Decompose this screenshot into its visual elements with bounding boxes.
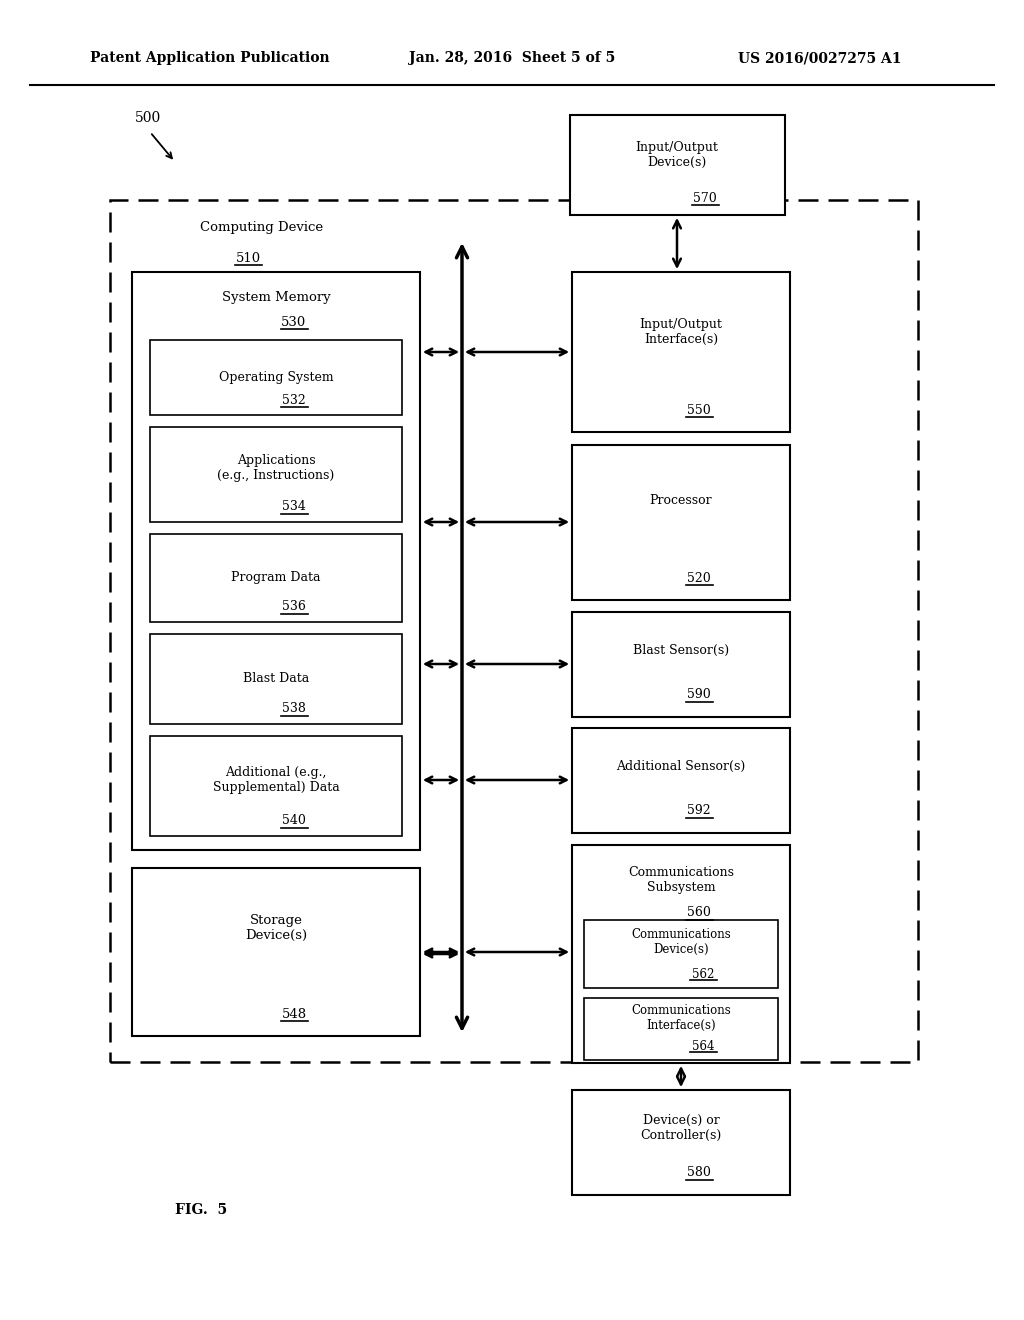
Text: Communications
Subsystem: Communications Subsystem bbox=[628, 866, 734, 894]
Text: Applications
(e.g., Instructions): Applications (e.g., Instructions) bbox=[217, 454, 335, 482]
Bar bbox=[150, 426, 402, 521]
Bar bbox=[572, 729, 790, 833]
Text: Patent Application Publication: Patent Application Publication bbox=[90, 51, 330, 65]
Bar bbox=[572, 445, 790, 601]
Text: 510: 510 bbox=[236, 252, 260, 264]
Text: Computing Device: Computing Device bbox=[200, 222, 324, 235]
Text: Communications
Interface(s): Communications Interface(s) bbox=[631, 1005, 731, 1032]
Text: 548: 548 bbox=[282, 1007, 306, 1020]
Text: Device(s) or
Controller(s): Device(s) or Controller(s) bbox=[640, 1114, 722, 1142]
Bar bbox=[584, 920, 778, 987]
Text: 564: 564 bbox=[692, 1040, 715, 1052]
Text: Jan. 28, 2016  Sheet 5 of 5: Jan. 28, 2016 Sheet 5 of 5 bbox=[409, 51, 615, 65]
Text: 520: 520 bbox=[687, 572, 711, 585]
Bar bbox=[584, 998, 778, 1060]
Text: US 2016/0027275 A1: US 2016/0027275 A1 bbox=[738, 51, 902, 65]
Text: Additional (e.g.,
Supplemental) Data: Additional (e.g., Supplemental) Data bbox=[213, 766, 339, 795]
Text: Processor: Processor bbox=[649, 494, 713, 507]
Bar bbox=[150, 737, 402, 836]
Text: Operating System: Operating System bbox=[219, 371, 334, 384]
Bar bbox=[572, 612, 790, 717]
Text: 532: 532 bbox=[283, 393, 306, 407]
Bar bbox=[110, 201, 918, 1063]
Text: 538: 538 bbox=[282, 702, 306, 715]
Text: FIG.  5: FIG. 5 bbox=[175, 1203, 227, 1217]
Text: Storage
Device(s): Storage Device(s) bbox=[245, 913, 307, 942]
Text: Additional Sensor(s): Additional Sensor(s) bbox=[616, 759, 745, 772]
Text: 550: 550 bbox=[687, 404, 711, 417]
Bar bbox=[572, 845, 790, 1063]
Text: 534: 534 bbox=[282, 500, 306, 513]
Bar bbox=[132, 272, 420, 850]
Text: 536: 536 bbox=[282, 601, 306, 614]
Bar bbox=[150, 535, 402, 622]
Bar bbox=[570, 115, 785, 215]
Text: Input/Output
Interface(s): Input/Output Interface(s) bbox=[640, 318, 723, 346]
Text: 580: 580 bbox=[687, 1167, 711, 1180]
Text: Program Data: Program Data bbox=[231, 572, 321, 585]
Bar bbox=[150, 634, 402, 723]
Text: 590: 590 bbox=[687, 689, 711, 701]
Text: Input/Output
Device(s): Input/Output Device(s) bbox=[636, 141, 719, 169]
Text: 592: 592 bbox=[687, 804, 711, 817]
Text: 500: 500 bbox=[135, 111, 161, 125]
Text: System Memory: System Memory bbox=[221, 290, 331, 304]
Text: 540: 540 bbox=[282, 814, 306, 828]
Bar bbox=[150, 341, 402, 414]
Text: 560: 560 bbox=[687, 907, 711, 920]
Text: Blast Data: Blast Data bbox=[243, 672, 309, 685]
Text: 570: 570 bbox=[693, 191, 717, 205]
Text: Communications
Device(s): Communications Device(s) bbox=[631, 928, 731, 956]
Text: Blast Sensor(s): Blast Sensor(s) bbox=[633, 644, 729, 656]
Bar bbox=[572, 272, 790, 432]
Text: 530: 530 bbox=[282, 315, 306, 329]
Bar bbox=[572, 1090, 790, 1195]
Bar bbox=[132, 869, 420, 1036]
Text: 562: 562 bbox=[692, 968, 714, 981]
